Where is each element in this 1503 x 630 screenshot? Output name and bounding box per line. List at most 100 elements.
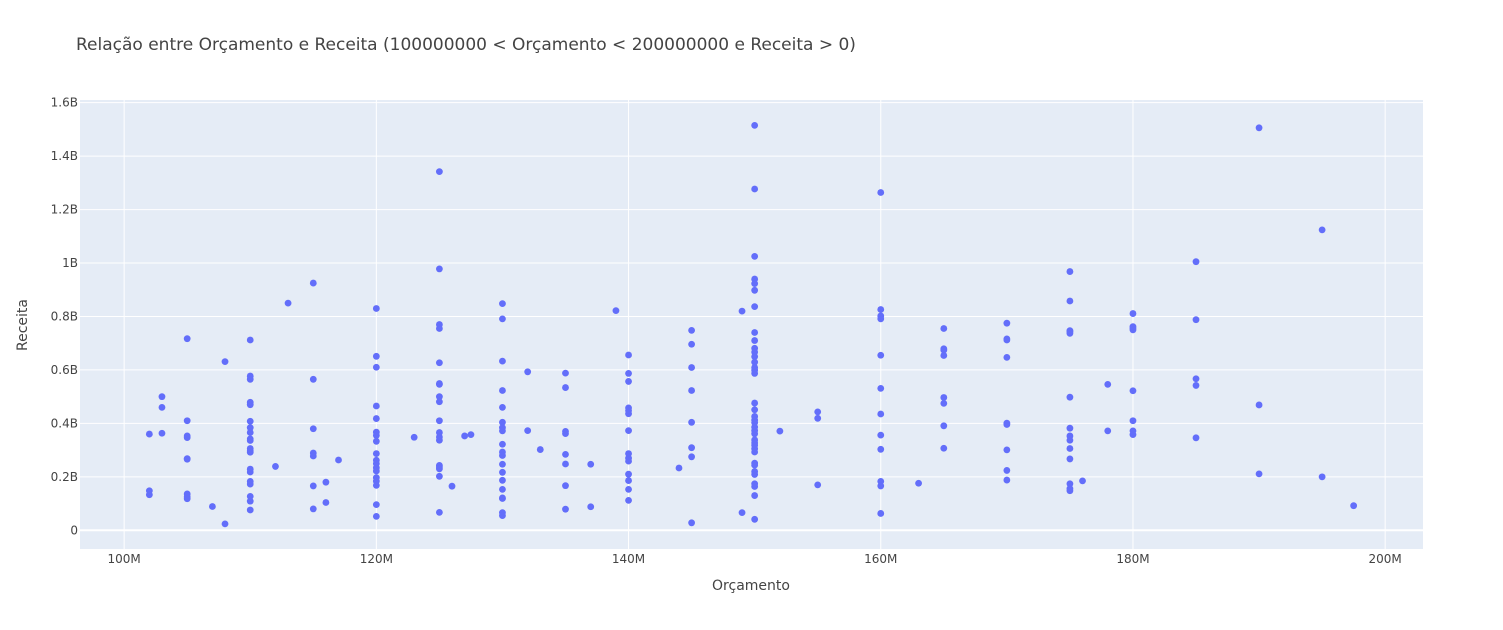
data-point[interactable] <box>1129 431 1137 439</box>
data-point[interactable] <box>1066 268 1074 275</box>
data-point[interactable] <box>1003 446 1011 454</box>
data-point[interactable] <box>751 353 759 360</box>
data-point[interactable] <box>499 495 506 502</box>
data-point[interactable] <box>675 464 683 472</box>
data-point[interactable] <box>499 440 506 448</box>
data-point[interactable] <box>309 482 317 490</box>
data-point[interactable] <box>751 406 759 414</box>
data-point[interactable] <box>688 387 696 394</box>
data-point[interactable] <box>751 280 759 288</box>
data-point[interactable] <box>435 325 443 332</box>
data-point[interactable] <box>751 303 759 310</box>
data-point[interactable] <box>940 346 948 354</box>
data-point[interactable] <box>1003 353 1011 361</box>
data-point[interactable] <box>625 378 632 385</box>
data-point[interactable] <box>246 497 254 505</box>
data-point[interactable] <box>499 460 506 468</box>
data-point[interactable] <box>435 398 443 406</box>
data-point[interactable] <box>814 414 822 422</box>
data-point[interactable] <box>562 430 569 437</box>
data-point[interactable] <box>877 445 885 453</box>
data-point[interactable] <box>688 453 696 461</box>
data-point[interactable] <box>435 417 443 425</box>
data-point[interactable] <box>738 509 746 517</box>
data-point[interactable] <box>751 461 759 469</box>
data-point[interactable] <box>158 403 166 411</box>
data-point[interactable] <box>246 401 254 409</box>
data-point[interactable] <box>499 387 506 394</box>
data-point[interactable] <box>1003 336 1011 344</box>
data-point[interactable] <box>625 470 632 478</box>
data-point[interactable] <box>940 394 948 401</box>
data-point[interactable] <box>625 457 632 465</box>
data-point[interactable] <box>183 417 191 425</box>
data-point[interactable] <box>1104 380 1112 388</box>
data-point[interactable] <box>372 363 380 371</box>
data-point[interactable] <box>372 352 380 360</box>
data-point[interactable] <box>1066 436 1074 444</box>
data-point[interactable] <box>1255 470 1263 478</box>
data-point[interactable] <box>751 286 759 294</box>
data-point[interactable] <box>435 472 443 480</box>
data-point[interactable] <box>183 335 191 343</box>
data-point[interactable] <box>322 478 330 486</box>
data-point[interactable] <box>1066 329 1074 337</box>
data-point[interactable] <box>435 168 443 176</box>
data-point[interactable] <box>372 450 380 457</box>
data-point[interactable] <box>435 508 443 516</box>
data-point[interactable] <box>625 351 632 359</box>
data-point[interactable] <box>562 505 569 513</box>
data-point[interactable] <box>751 471 759 478</box>
data-point[interactable] <box>751 185 759 193</box>
data-point[interactable] <box>246 437 254 444</box>
data-point[interactable] <box>435 465 443 473</box>
data-point[interactable] <box>877 431 885 439</box>
data-point[interactable] <box>1066 424 1074 432</box>
data-point[interactable] <box>688 444 696 452</box>
data-point[interactable] <box>814 481 822 489</box>
data-point[interactable] <box>751 399 759 407</box>
data-point[interactable] <box>751 492 759 499</box>
data-point[interactable] <box>435 359 443 367</box>
data-point[interactable] <box>221 358 229 366</box>
data-point[interactable] <box>1129 326 1137 334</box>
data-point[interactable] <box>877 510 885 517</box>
data-point[interactable] <box>1350 502 1358 510</box>
data-point[interactable] <box>776 427 784 435</box>
data-point[interactable] <box>158 429 166 437</box>
data-point[interactable] <box>751 337 759 344</box>
data-point[interactable] <box>877 315 885 323</box>
data-point[interactable] <box>751 515 759 523</box>
data-point[interactable] <box>1104 427 1112 435</box>
data-point[interactable] <box>499 476 506 484</box>
data-point[interactable] <box>499 452 506 459</box>
data-point[interactable] <box>1192 316 1200 324</box>
data-point[interactable] <box>877 351 885 359</box>
data-point[interactable] <box>499 357 506 365</box>
data-point[interactable] <box>1129 417 1137 425</box>
data-point[interactable] <box>309 279 317 287</box>
data-point[interactable] <box>209 503 216 510</box>
data-point[interactable] <box>524 427 532 435</box>
data-point[interactable] <box>688 364 696 371</box>
data-point[interactable] <box>1318 226 1326 234</box>
data-point[interactable] <box>877 189 885 196</box>
data-point[interactable] <box>751 448 759 456</box>
data-point[interactable] <box>246 492 254 500</box>
data-point[interactable] <box>814 408 822 416</box>
data-point[interactable] <box>751 483 759 490</box>
data-point[interactable] <box>246 424 254 432</box>
data-point[interactable] <box>499 315 506 323</box>
data-point[interactable] <box>246 417 254 425</box>
data-point[interactable] <box>751 430 759 438</box>
data-point[interactable] <box>940 399 948 407</box>
data-point[interactable] <box>183 495 191 503</box>
data-point[interactable] <box>1066 297 1074 305</box>
data-point[interactable] <box>499 468 506 476</box>
data-point[interactable] <box>221 520 229 528</box>
data-point[interactable] <box>625 496 632 504</box>
data-point[interactable] <box>372 481 380 489</box>
data-point[interactable] <box>499 512 506 519</box>
data-point[interactable] <box>145 491 153 499</box>
data-point[interactable] <box>751 121 759 129</box>
